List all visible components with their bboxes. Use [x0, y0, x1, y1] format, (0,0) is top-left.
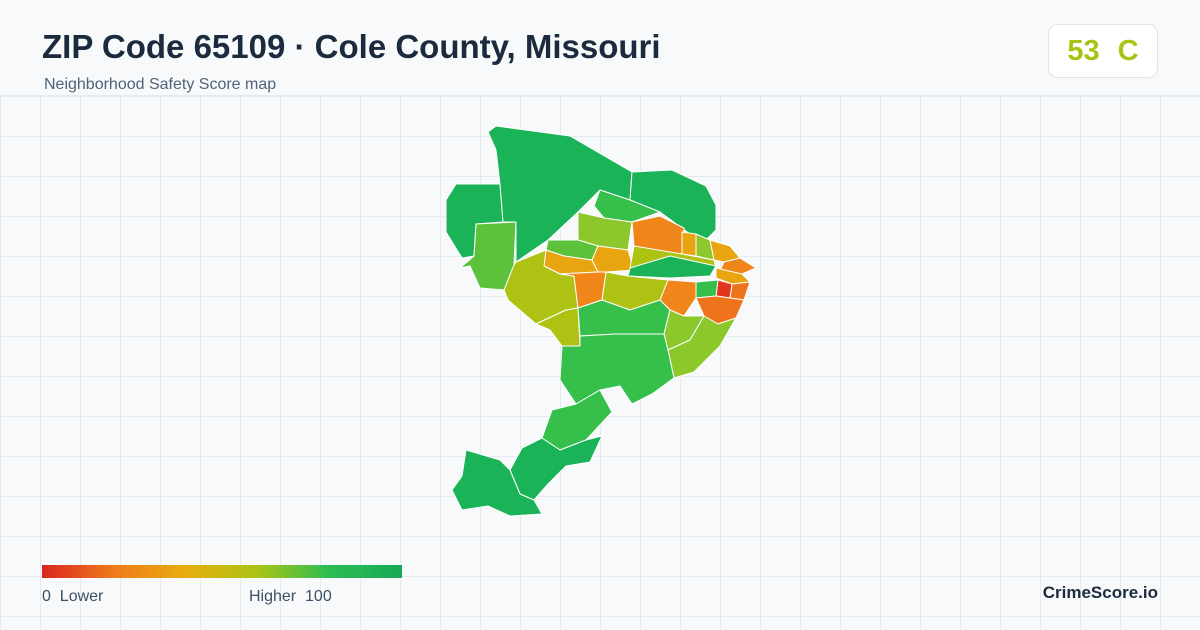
- legend-low-label: 0 Lower: [42, 588, 103, 606]
- legend-min-label: Lower: [59, 588, 104, 605]
- legend-min-value: 0: [42, 588, 51, 605]
- map-region[interactable]: [451, 449, 543, 517]
- map-region[interactable]: [487, 125, 633, 263]
- map-region[interactable]: [509, 435, 603, 501]
- map-region[interactable]: [559, 333, 675, 405]
- score-badge: 53 C: [1048, 24, 1158, 78]
- page-subtitle: Neighborhood Safety Score map: [44, 76, 277, 93]
- score-value: 53: [1067, 34, 1100, 67]
- score-grade: C: [1117, 34, 1139, 67]
- brand-logo-text: CrimeScore.io: [1042, 583, 1158, 602]
- legend-gradient-bar: [42, 565, 402, 578]
- page-title: ZIP Code 65109 · Cole County, Missouri: [42, 28, 661, 65]
- legend-max-label: Higher: [249, 588, 297, 605]
- map-region[interactable]: [667, 315, 737, 379]
- header: ZIP Code 65109 · Cole County, Missouri N…: [0, 0, 1200, 96]
- map-region[interactable]: [729, 281, 751, 301]
- map-region[interactable]: [591, 245, 635, 273]
- legend-high-label: Higher 100: [249, 588, 332, 606]
- map-region[interactable]: [695, 279, 719, 299]
- legend-max-value: 100: [305, 588, 332, 605]
- map-region[interactable]: [459, 221, 517, 291]
- map-region[interactable]: [681, 231, 697, 257]
